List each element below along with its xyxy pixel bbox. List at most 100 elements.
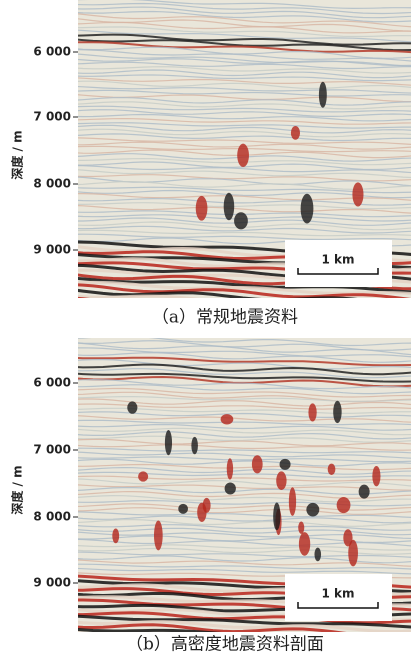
seismic-anomaly	[306, 502, 320, 517]
seismic-stripe	[78, 74, 411, 82]
seismic-stripe	[78, 117, 411, 125]
seismic-stripe	[78, 444, 411, 451]
y-tick-label: 7 000	[33, 110, 71, 124]
seismic-stripe	[78, 164, 411, 174]
seismic-stripe	[78, 356, 411, 367]
seismic-stripe	[78, 438, 411, 447]
seismic-stripe	[78, 431, 411, 440]
seismic-stripe	[78, 423, 411, 431]
seismic-stripe	[78, 411, 411, 418]
seismic-stripe	[78, 499, 411, 507]
seismic-stripe	[78, 427, 411, 436]
seismic-stripe	[78, 559, 411, 567]
seismic-stripe	[78, 447, 411, 454]
seismic-stripe	[78, 69, 411, 79]
seismic-stripe	[78, 2, 411, 15]
seismic-stripe	[78, 342, 411, 356]
seismic-stripe	[78, 628, 222, 632]
seismic-stripe	[78, 124, 411, 134]
seismic-stripe	[78, 487, 411, 496]
seismic-stripe	[78, 46, 411, 59]
seismic-anomaly	[343, 529, 353, 547]
seismic-stripe	[78, 109, 411, 117]
seismic-stripe	[78, 396, 411, 402]
seismic-stripe	[78, 61, 411, 70]
seismic-stripe	[78, 294, 201, 298]
seismic-anomaly	[178, 503, 188, 514]
seismic-stripe	[78, 233, 411, 241]
seismic-stripe	[78, 384, 411, 395]
y-axis-label: 深度 / m	[10, 130, 25, 179]
seismic-anomaly	[226, 458, 234, 480]
scale-line	[297, 602, 379, 609]
seismic-stripe	[78, 372, 411, 383]
seismic-stripe	[78, 415, 411, 423]
caption: （b）高密度地震资料剖面	[126, 635, 324, 655]
seismic-stripe	[78, 338, 411, 347]
seismic-image	[78, 338, 411, 632]
seismic-anomaly	[372, 465, 381, 487]
seismic-stripe	[78, 358, 411, 370]
scale-box	[285, 574, 392, 621]
seismic-stripe	[78, 96, 411, 106]
caption: （a）常规地震资料	[152, 308, 298, 328]
seismic-stripe	[78, 398, 411, 407]
seismic-stripe	[78, 419, 411, 426]
seismic-stripe	[78, 466, 411, 475]
seismic-anomaly	[300, 193, 314, 224]
seismic-stripe	[78, 169, 411, 179]
seismic-stripe	[78, 229, 411, 237]
seismic-stripe	[78, 363, 411, 376]
seismic-stripe	[78, 85, 411, 94]
y-tick-label: 6 000	[33, 376, 71, 390]
seismic-stripe	[78, 77, 411, 86]
seismic-stripe	[78, 518, 411, 527]
seismic-anomaly	[127, 401, 138, 414]
seismic-stripe	[78, 535, 411, 544]
seismic-anomaly	[358, 484, 370, 499]
seismic-stripe	[78, 490, 411, 499]
seismic-stripe	[78, 33, 411, 46]
seismic-stripe	[78, 563, 411, 570]
seismic-stripe	[78, 511, 411, 519]
seismic-stripe	[78, 531, 411, 540]
seismic-stripe	[78, 161, 411, 171]
panel: 1 km 6 000 7 000 8 000 9 000 深度 / m	[10, 338, 411, 632]
seismic-anomaly	[336, 496, 351, 514]
scale-bar: 1 km	[285, 240, 392, 287]
seismic-stripe	[78, 133, 411, 142]
seismic-stripe	[78, 21, 411, 34]
seismic-stripe	[78, 475, 411, 482]
seismic-stripe	[78, 471, 411, 478]
seismic-stripe	[78, 494, 411, 503]
scale-line	[297, 268, 379, 275]
seismic-anomaly	[138, 471, 149, 482]
seismic-anomaly	[220, 414, 234, 425]
seismic-anomaly	[314, 547, 322, 562]
seismic-stripe	[78, 174, 411, 182]
scale-box	[285, 240, 392, 287]
seismic-stripe	[78, 0, 411, 10]
seismic-stripe	[78, 387, 411, 398]
seismic-anomaly	[327, 463, 336, 475]
seismic-anomaly	[348, 539, 358, 567]
scale-label: 1 km	[321, 253, 354, 267]
seismic-stripe	[78, 128, 411, 138]
seismic-anomaly	[223, 192, 235, 221]
seismic-stripe	[78, 80, 411, 90]
seismic-anomaly	[279, 458, 291, 470]
seismic-anomaly	[191, 436, 198, 455]
y-tick-label: 8 000	[33, 510, 71, 524]
seismic-stripe	[78, 567, 411, 575]
seismic-anomaly	[318, 81, 327, 108]
seismic-stripe	[78, 458, 411, 467]
seismic-stripe	[78, 288, 358, 298]
seismic-stripe	[78, 484, 411, 491]
seismic-stripe	[78, 29, 411, 43]
seismic-stripe	[78, 507, 411, 516]
seismic-stripe	[78, 478, 411, 487]
seismic-stripe	[78, 538, 411, 547]
seismic-anomaly	[153, 520, 163, 551]
seismic-stripe	[78, 368, 411, 379]
